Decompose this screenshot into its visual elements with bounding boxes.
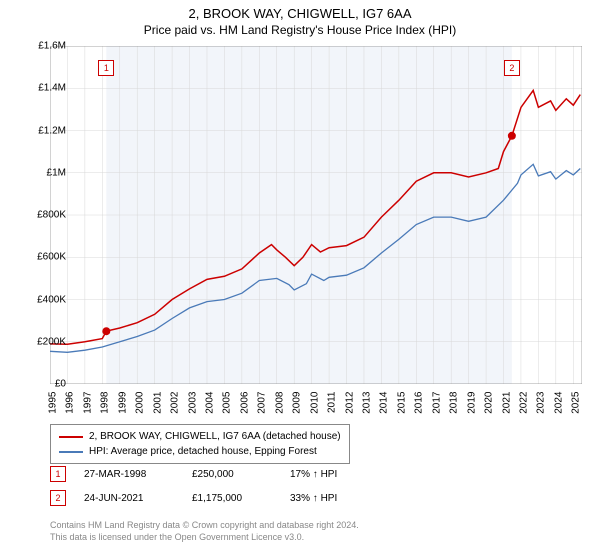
x-axis-label: 2021 — [501, 392, 512, 414]
x-axis-label: 1999 — [117, 392, 128, 414]
sale-callout-icon: 2 — [504, 60, 520, 76]
y-axis-label: £0 — [55, 379, 66, 390]
x-axis-label: 2006 — [239, 392, 250, 414]
x-axis-label: 2002 — [170, 392, 181, 414]
sale-marker-icon: 1 — [50, 466, 66, 482]
sale-callout-icon: 1 — [98, 60, 114, 76]
sale-price: £250,000 — [192, 469, 272, 480]
legend-label: 2, BROOK WAY, CHIGWELL, IG7 6AA (detache… — [89, 429, 341, 444]
x-axis-label: 2025 — [571, 392, 582, 414]
x-axis-label: 2003 — [187, 392, 198, 414]
x-axis-label: 2004 — [204, 392, 215, 414]
y-axis-label: £1.2M — [38, 125, 66, 136]
y-axis-label: £200K — [37, 336, 66, 347]
chart-legend: 2, BROOK WAY, CHIGWELL, IG7 6AA (detache… — [50, 424, 350, 464]
y-axis-label: £600K — [37, 252, 66, 263]
x-axis-label: 1998 — [100, 392, 111, 414]
x-axis-label: 2023 — [536, 392, 547, 414]
legend-label: HPI: Average price, detached house, Eppi… — [89, 444, 317, 459]
x-axis-label: 2005 — [222, 392, 233, 414]
x-axis-label: 2013 — [361, 392, 372, 414]
x-axis-label: 2012 — [344, 392, 355, 414]
sale-price: £1,175,000 — [192, 493, 272, 504]
y-axis-label: £1M — [47, 167, 66, 178]
x-axis-label: 1996 — [65, 392, 76, 414]
x-axis-label: 2024 — [553, 392, 564, 414]
legend-swatch-hpi — [59, 451, 83, 453]
legend-swatch-property — [59, 436, 83, 438]
copyright-footer: Contains HM Land Registry data © Crown c… — [50, 520, 359, 543]
x-axis-label: 2009 — [292, 392, 303, 414]
footer-line-1: Contains HM Land Registry data © Crown c… — [50, 520, 359, 532]
x-axis-label: 1997 — [82, 392, 93, 414]
x-axis-label: 2019 — [466, 392, 477, 414]
y-axis-label: £1.4M — [38, 83, 66, 94]
x-axis-label: 2016 — [414, 392, 425, 414]
x-axis-label: 2017 — [431, 392, 442, 414]
y-axis-label: £800K — [37, 210, 66, 221]
page-title: 2, BROOK WAY, CHIGWELL, IG7 6AA — [0, 0, 600, 21]
legend-item-hpi: HPI: Average price, detached house, Eppi… — [59, 444, 341, 459]
x-axis-label: 2008 — [274, 392, 285, 414]
sale-date: 27-MAR-1998 — [84, 469, 174, 480]
x-axis-label: 2020 — [484, 392, 495, 414]
sale-row-1: 1 27-MAR-1998 £250,000 17% ↑ HPI — [50, 466, 370, 482]
sale-row-2: 2 24-JUN-2021 £1,175,000 33% ↑ HPI — [50, 490, 370, 506]
sale-hpi-delta: 33% ↑ HPI — [290, 493, 370, 504]
y-axis-label: £1.6M — [38, 41, 66, 52]
page-subtitle: Price paid vs. HM Land Registry's House … — [0, 21, 600, 41]
x-axis-label: 1995 — [48, 392, 59, 414]
sale-date: 24-JUN-2021 — [84, 493, 174, 504]
x-axis-label: 2022 — [518, 392, 529, 414]
y-axis-label: £400K — [37, 294, 66, 305]
footer-line-2: This data is licensed under the Open Gov… — [50, 532, 359, 544]
x-axis-label: 2018 — [449, 392, 460, 414]
x-axis-label: 2010 — [309, 392, 320, 414]
price-chart — [50, 46, 582, 384]
x-axis-label: 2011 — [327, 392, 338, 414]
x-axis-label: 2015 — [396, 392, 407, 414]
x-axis-label: 2001 — [152, 392, 163, 414]
legend-item-property: 2, BROOK WAY, CHIGWELL, IG7 6AA (detache… — [59, 429, 341, 444]
x-axis-label: 2007 — [257, 392, 268, 414]
sale-hpi-delta: 17% ↑ HPI — [290, 469, 370, 480]
x-axis-label: 2014 — [379, 392, 390, 414]
x-axis-label: 2000 — [135, 392, 146, 414]
sale-marker-icon: 2 — [50, 490, 66, 506]
